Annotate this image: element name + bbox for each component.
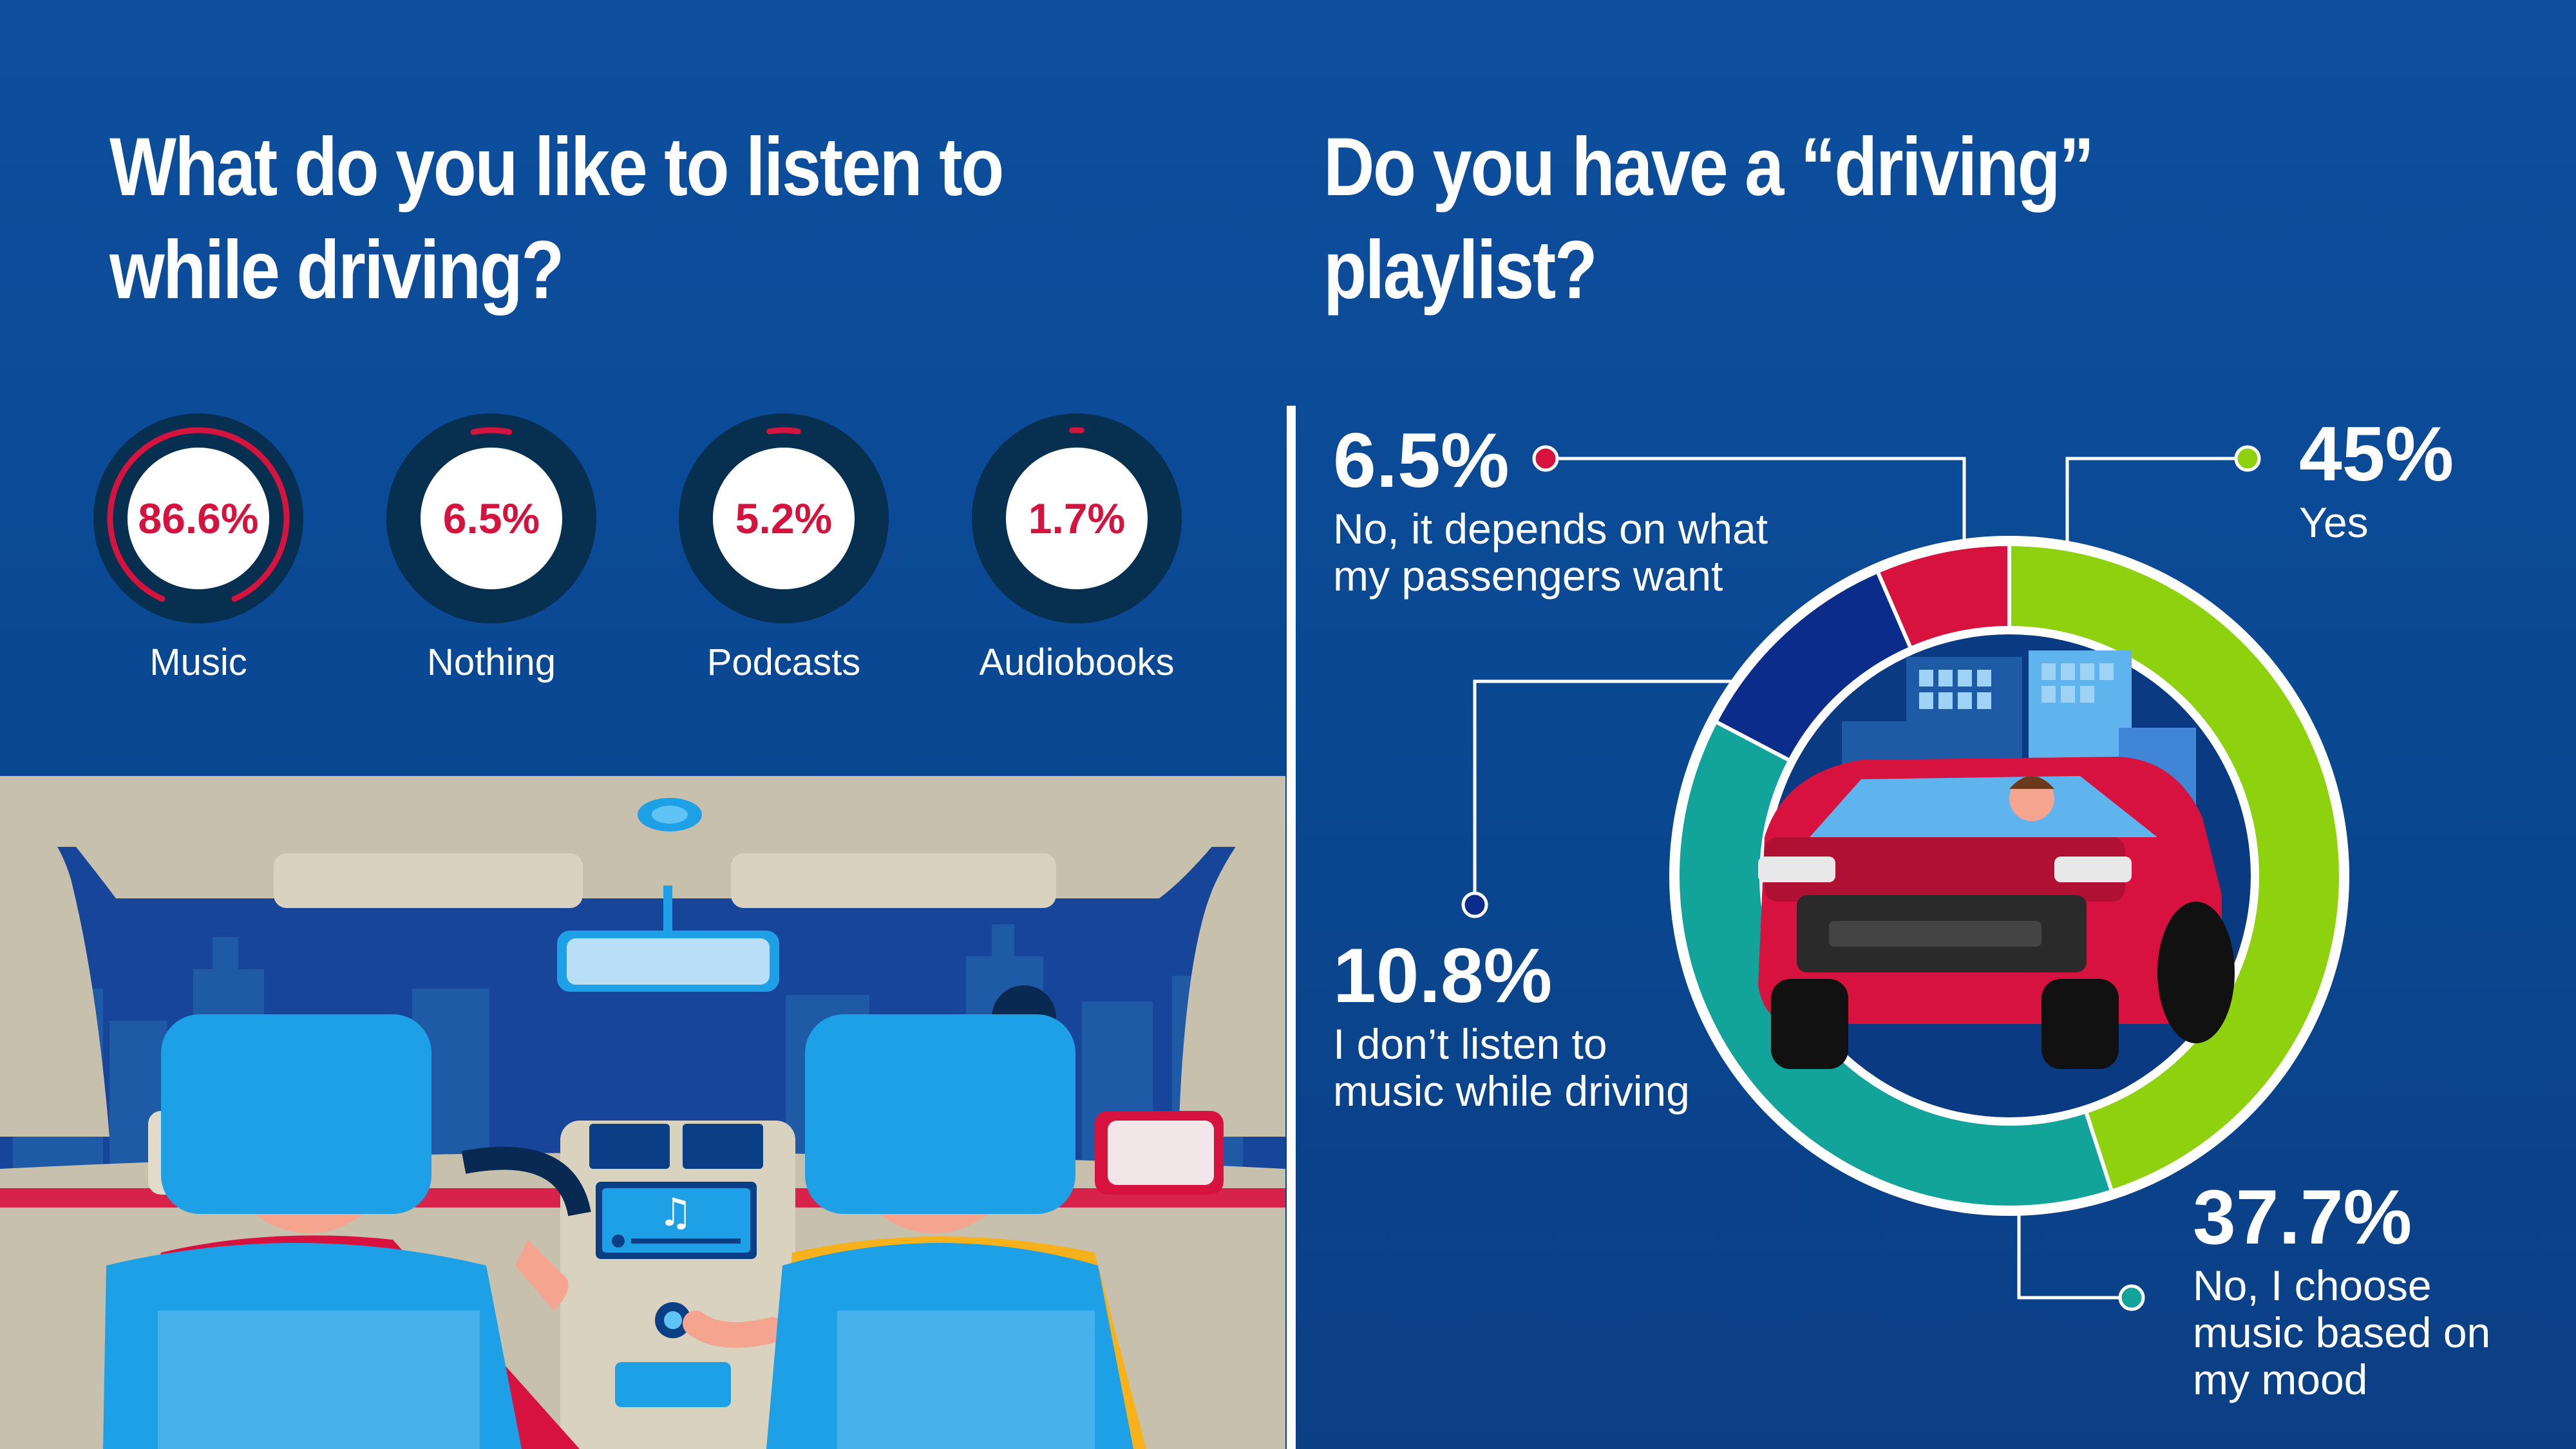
gauge-ring-graphic [679,413,889,623]
gauge-value-audiobooks: 1.7% [1028,495,1126,542]
gauge-label-audiobooks: Audiobooks [979,641,1175,683]
callout-dont-listen: 10.8% I don’t listen to music while driv… [1333,934,1694,1115]
red-suv-illustration [1758,757,2235,1069]
callout-label: No, I choose music based on my mood [2193,1262,2491,1403]
gauge-ring-graphic [386,413,596,623]
donut-slice-1 [2007,542,2343,1194]
gauge-ring-graphic [93,413,303,623]
gauge-label-podcasts: Podcasts [706,641,861,683]
gauge-value-podcasts: 5.2% [735,495,833,542]
gauge-arc-nothing [470,427,513,435]
callout-value: 6.5% [1333,417,1510,504]
playlist-donut-chart [1669,536,2349,1216]
gauge-arc-music [107,427,290,602]
svg-text:♫: ♫ [658,1190,693,1235]
gauge-value-nothing: 6.5% [442,495,540,542]
callout-dot-red [1532,445,1559,472]
callout-value: 45% [2299,411,2454,497]
callout-yes: 45% Yes [2299,412,2557,546]
right-chart-title: Do you have a “driving” playlist? [1323,121,2094,316]
callout-dot-navy [1461,891,1488,918]
section-divider [1287,406,1296,1449]
gauge-podcasts: 5.2% Podcasts [677,412,890,683]
gauge-ring-graphic [972,413,1182,623]
gauge-music: 86.6% Music [92,412,305,683]
callout-dot-teal [2118,1284,2145,1311]
callout-label: I don’t listen to music while driving [1333,1020,1690,1115]
callout-label: Yes [2299,498,2369,546]
callout-value: 10.8% [1333,933,1553,1019]
callout-passengers: 6.5% No, it depends on what my passenger… [1333,419,1784,600]
callout-value: 37.7% [2193,1174,2412,1260]
callout-label: No, it depends on what my passengers wan… [1333,505,1768,600]
gauge-label-music: Music [149,641,247,683]
gauge-nothing: 6.5% Nothing [385,412,598,683]
car-interior-illustration: ♫ [0,776,1285,1449]
gauge-value-music: 86.6% [138,495,259,542]
callout-mood: 37.7% No, I choose music based on my moo… [2193,1175,2553,1403]
gauge-arc-podcasts [766,427,801,435]
gauge-label-nothing: Nothing [427,641,556,683]
gauge-audiobooks: 1.7% Audiobooks [971,412,1183,683]
left-chart-title: What do you like to listen to while driv… [109,121,1004,316]
callout-dot-green [2234,445,2261,472]
